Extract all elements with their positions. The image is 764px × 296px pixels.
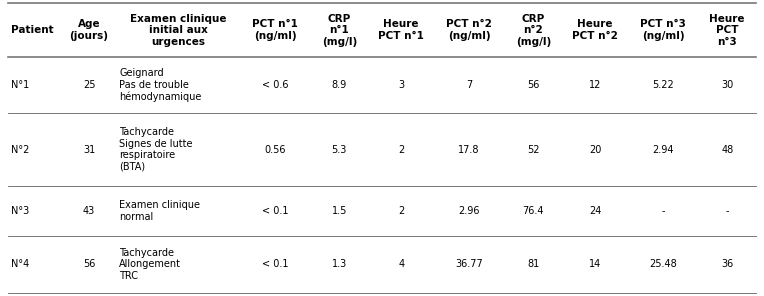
Text: 36: 36 — [721, 259, 733, 269]
Text: Tachycarde
Signes de lutte
respiratoire
(BTA): Tachycarde Signes de lutte respiratoire … — [119, 127, 193, 172]
Text: 2: 2 — [398, 206, 404, 216]
Text: 48: 48 — [721, 144, 733, 155]
Text: 1.3: 1.3 — [332, 259, 347, 269]
Text: 36.77: 36.77 — [455, 259, 483, 269]
Text: N°3: N°3 — [11, 206, 29, 216]
Text: 12: 12 — [589, 80, 601, 90]
Text: < 0.1: < 0.1 — [262, 259, 288, 269]
Text: PCT n°2
(ng/ml): PCT n°2 (ng/ml) — [446, 19, 492, 41]
Text: 30: 30 — [721, 80, 733, 90]
Text: Geignard
Pas de trouble
hémodynamique: Geignard Pas de trouble hémodynamique — [119, 68, 202, 102]
Text: 24: 24 — [589, 206, 601, 216]
Text: Age
(jours): Age (jours) — [70, 19, 108, 41]
Text: 20: 20 — [589, 144, 601, 155]
Text: N°2: N°2 — [11, 144, 29, 155]
Text: 7: 7 — [466, 80, 472, 90]
Text: Tachycarde
Allongement
TRC: Tachycarde Allongement TRC — [119, 248, 181, 281]
Text: 81: 81 — [527, 259, 539, 269]
Text: Examen clinique
normal: Examen clinique normal — [119, 200, 200, 222]
Text: 25.48: 25.48 — [649, 259, 677, 269]
Text: 56: 56 — [83, 259, 96, 269]
Text: 2.94: 2.94 — [652, 144, 674, 155]
Text: 56: 56 — [527, 80, 539, 90]
Text: CRP
n°2
(mg/l): CRP n°2 (mg/l) — [516, 14, 551, 47]
Text: 4: 4 — [398, 259, 404, 269]
Text: 52: 52 — [527, 144, 539, 155]
Text: Examen clinique
initial aux
urgences: Examen clinique initial aux urgences — [130, 14, 226, 47]
Text: PCT n°1
(ng/ml): PCT n°1 (ng/ml) — [252, 19, 298, 41]
Text: 3: 3 — [398, 80, 404, 90]
Text: CRP
n°1
(mg/l): CRP n°1 (mg/l) — [322, 14, 357, 47]
Text: 31: 31 — [83, 144, 96, 155]
Text: < 0.1: < 0.1 — [262, 206, 288, 216]
Text: 1.5: 1.5 — [332, 206, 347, 216]
Text: 14: 14 — [589, 259, 601, 269]
Text: Patient: Patient — [11, 25, 53, 35]
Text: 25: 25 — [83, 80, 96, 90]
Text: 5.22: 5.22 — [652, 80, 674, 90]
Text: 2: 2 — [398, 144, 404, 155]
Text: Heure
PCT n°2: Heure PCT n°2 — [572, 19, 618, 41]
Text: 0.56: 0.56 — [264, 144, 286, 155]
Text: 17.8: 17.8 — [458, 144, 480, 155]
Text: 5.3: 5.3 — [332, 144, 347, 155]
Text: 43: 43 — [83, 206, 96, 216]
Text: -: - — [726, 206, 729, 216]
Text: 2.96: 2.96 — [458, 206, 480, 216]
Text: < 0.6: < 0.6 — [262, 80, 288, 90]
Text: PCT n°3
(ng/ml): PCT n°3 (ng/ml) — [640, 19, 686, 41]
Text: 8.9: 8.9 — [332, 80, 347, 90]
Text: N°1: N°1 — [11, 80, 29, 90]
Text: Heure
PCT
n°3: Heure PCT n°3 — [710, 14, 745, 47]
Text: -: - — [661, 206, 665, 216]
Text: 76.4: 76.4 — [523, 206, 544, 216]
Text: Heure
PCT n°1: Heure PCT n°1 — [378, 19, 424, 41]
Text: N°4: N°4 — [11, 259, 29, 269]
